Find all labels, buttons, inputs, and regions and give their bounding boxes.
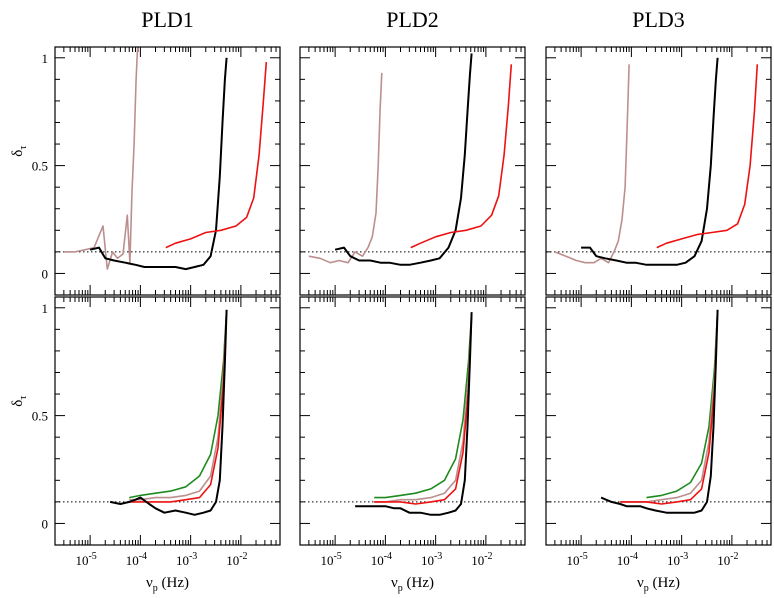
series-line-tan <box>63 46 139 270</box>
series-line-black <box>89 57 228 271</box>
series-line-green <box>129 309 228 499</box>
x-axis-label: νp (Hz) <box>391 575 434 594</box>
series-line-tan <box>374 314 473 503</box>
plot-frame <box>545 296 772 546</box>
plot-frame <box>545 46 772 296</box>
x-tick-label: 10-3 <box>421 551 442 568</box>
column-title-1: PLD1 <box>141 7 194 32</box>
series-line-red <box>656 64 759 249</box>
panel-bottom-3: 10-5 10-4 10-3 10-2 νp (Hz) <box>545 296 772 594</box>
series-line-red <box>129 309 228 503</box>
x-tick-label: 10-3 <box>176 551 197 568</box>
x-axis-label: νp (Hz) <box>637 575 680 594</box>
x-tick-label: 10-2 <box>226 551 247 568</box>
panel-bottom-1: 10-5 10-4 10-3 10-2 0 0.5 1 δτ νp (Hz) <box>10 296 281 594</box>
series-line-red <box>165 62 268 249</box>
plot-frame <box>54 46 281 296</box>
x-tick-label: 10-5 <box>566 551 587 568</box>
x-axis-label: νp (Hz) <box>146 575 189 594</box>
series-line-green <box>374 314 473 499</box>
y-tick-label: 0 <box>42 266 49 281</box>
panel-top-3 <box>545 46 772 296</box>
y-tick-label: 0 <box>42 516 49 531</box>
series-line-black <box>109 309 228 516</box>
series-line-tan <box>620 309 719 503</box>
plot-frame <box>299 296 526 546</box>
x-tick-label: 10-4 <box>126 551 147 568</box>
plot-frame <box>54 296 281 546</box>
series-line-black <box>334 53 473 266</box>
series-line-tan <box>308 72 383 264</box>
series-line-red <box>620 309 719 505</box>
panel-bottom-2: 10-5 10-4 10-3 10-2 νp (Hz) <box>299 296 526 594</box>
panel-top-2 <box>299 46 526 296</box>
x-tick-label: 10-5 <box>320 551 341 568</box>
x-tick-label: 10-4 <box>617 551 638 568</box>
x-tick-label: 10-5 <box>75 551 96 568</box>
series-line-tan <box>554 64 630 264</box>
x-tick-label: 10-2 <box>717 551 738 568</box>
series-line-black <box>600 309 719 514</box>
x-tick-label: 10-2 <box>471 551 492 568</box>
plot-frame <box>299 46 526 296</box>
column-title-3: PLD3 <box>632 7 685 32</box>
y-tick-label: 1 <box>42 301 49 316</box>
series-line-black <box>355 312 473 516</box>
series-line-tan <box>129 309 228 501</box>
y-axis-label: δτ <box>10 146 29 157</box>
x-tick-label: 10-3 <box>667 551 688 568</box>
y-tick-label: 0.5 <box>32 159 48 174</box>
column-title-2: PLD2 <box>386 7 439 32</box>
series-line-green <box>646 309 719 499</box>
x-tick-label: 10-4 <box>371 551 392 568</box>
series-line-black <box>581 57 719 266</box>
panel-top-1: 0 0.5 1 δτ <box>10 46 281 296</box>
y-axis-label: δτ <box>10 396 29 407</box>
y-tick-label: 0.5 <box>32 409 48 424</box>
y-tick-label: 1 <box>42 51 49 66</box>
series-line-red <box>374 314 473 505</box>
series-line-red <box>410 64 513 249</box>
